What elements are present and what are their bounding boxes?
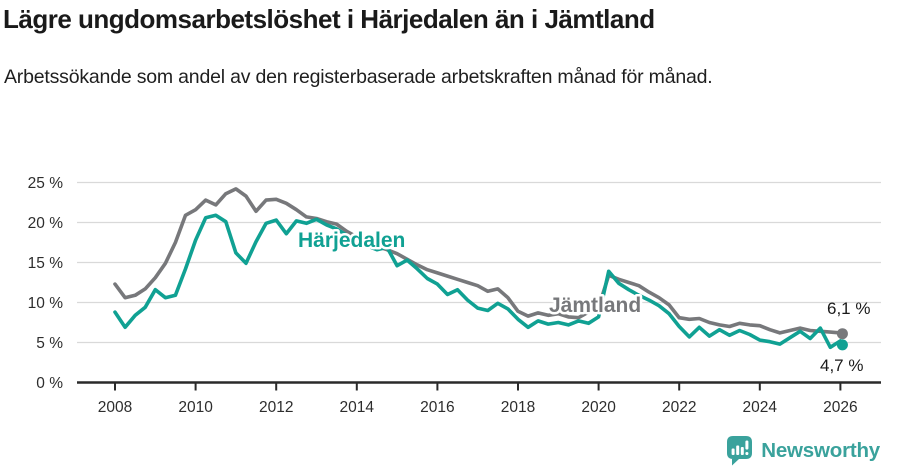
series-line-jämtland — [113, 187, 845, 336]
y-tick-label: 20 % — [28, 215, 64, 232]
x-tick-label: 2024 — [743, 399, 778, 416]
series-line-härjedalen — [113, 213, 845, 350]
x-tick-label: 2010 — [178, 399, 213, 416]
y-tick-label: 15 % — [28, 255, 64, 272]
y-tick-label: 25 % — [28, 175, 64, 192]
x-tick-label: 2012 — [259, 399, 293, 416]
end-value-jamtland: 6,1 % — [827, 299, 870, 318]
y-tick-label: 10 % — [28, 295, 64, 312]
y-tick-label: 5 % — [36, 335, 63, 352]
x-tick-label: 2022 — [662, 399, 696, 416]
x-tick-label: 2026 — [823, 399, 857, 416]
chart-subtitle: Arbetssökande som andel av den registerb… — [4, 66, 713, 88]
brand-footer: Newsworthy — [727, 436, 880, 466]
y-tick-label: 0 % — [36, 375, 63, 392]
page-title: Lägre ungdomsarbetslöshet i Härjedalen ä… — [3, 4, 655, 34]
x-tick-label: 2014 — [340, 399, 375, 416]
unemployment-line-chart: 0 % 5 % 10 % 15 % 20 % 25 % 2008 2010 2012 2014 20… — [28, 175, 881, 416]
chart-area: 0 % 5 % 10 % 15 % 20 % 25 % 2008 2010 2012 2014 20… — [0, 150, 900, 440]
x-tick-label: 2018 — [501, 399, 535, 416]
end-value-harjedalen: 4,7 % — [820, 356, 863, 375]
chart-generated-layer: 0 % 5 % 10 % 15 % 20 % 25 % 2008 2010 2012 2014 20… — [28, 175, 881, 416]
chart-annotations: Härjedalen Jämtland 6,1 % 4,7 % — [296, 227, 871, 376]
x-tick-label: 2016 — [420, 399, 454, 416]
newsworthy-logo-icon — [727, 436, 753, 466]
series-end-dot-jämtland — [836, 328, 848, 340]
brand-name: Newsworthy — [761, 439, 880, 462]
series-label-harjedalen: Härjedalen — [298, 229, 405, 252]
series-end-dot-härjedalen — [836, 339, 848, 351]
x-tick-label: 2008 — [98, 399, 132, 416]
series-label-jamtland: Jämtland — [549, 294, 641, 317]
x-tick-label: 2020 — [581, 399, 616, 416]
